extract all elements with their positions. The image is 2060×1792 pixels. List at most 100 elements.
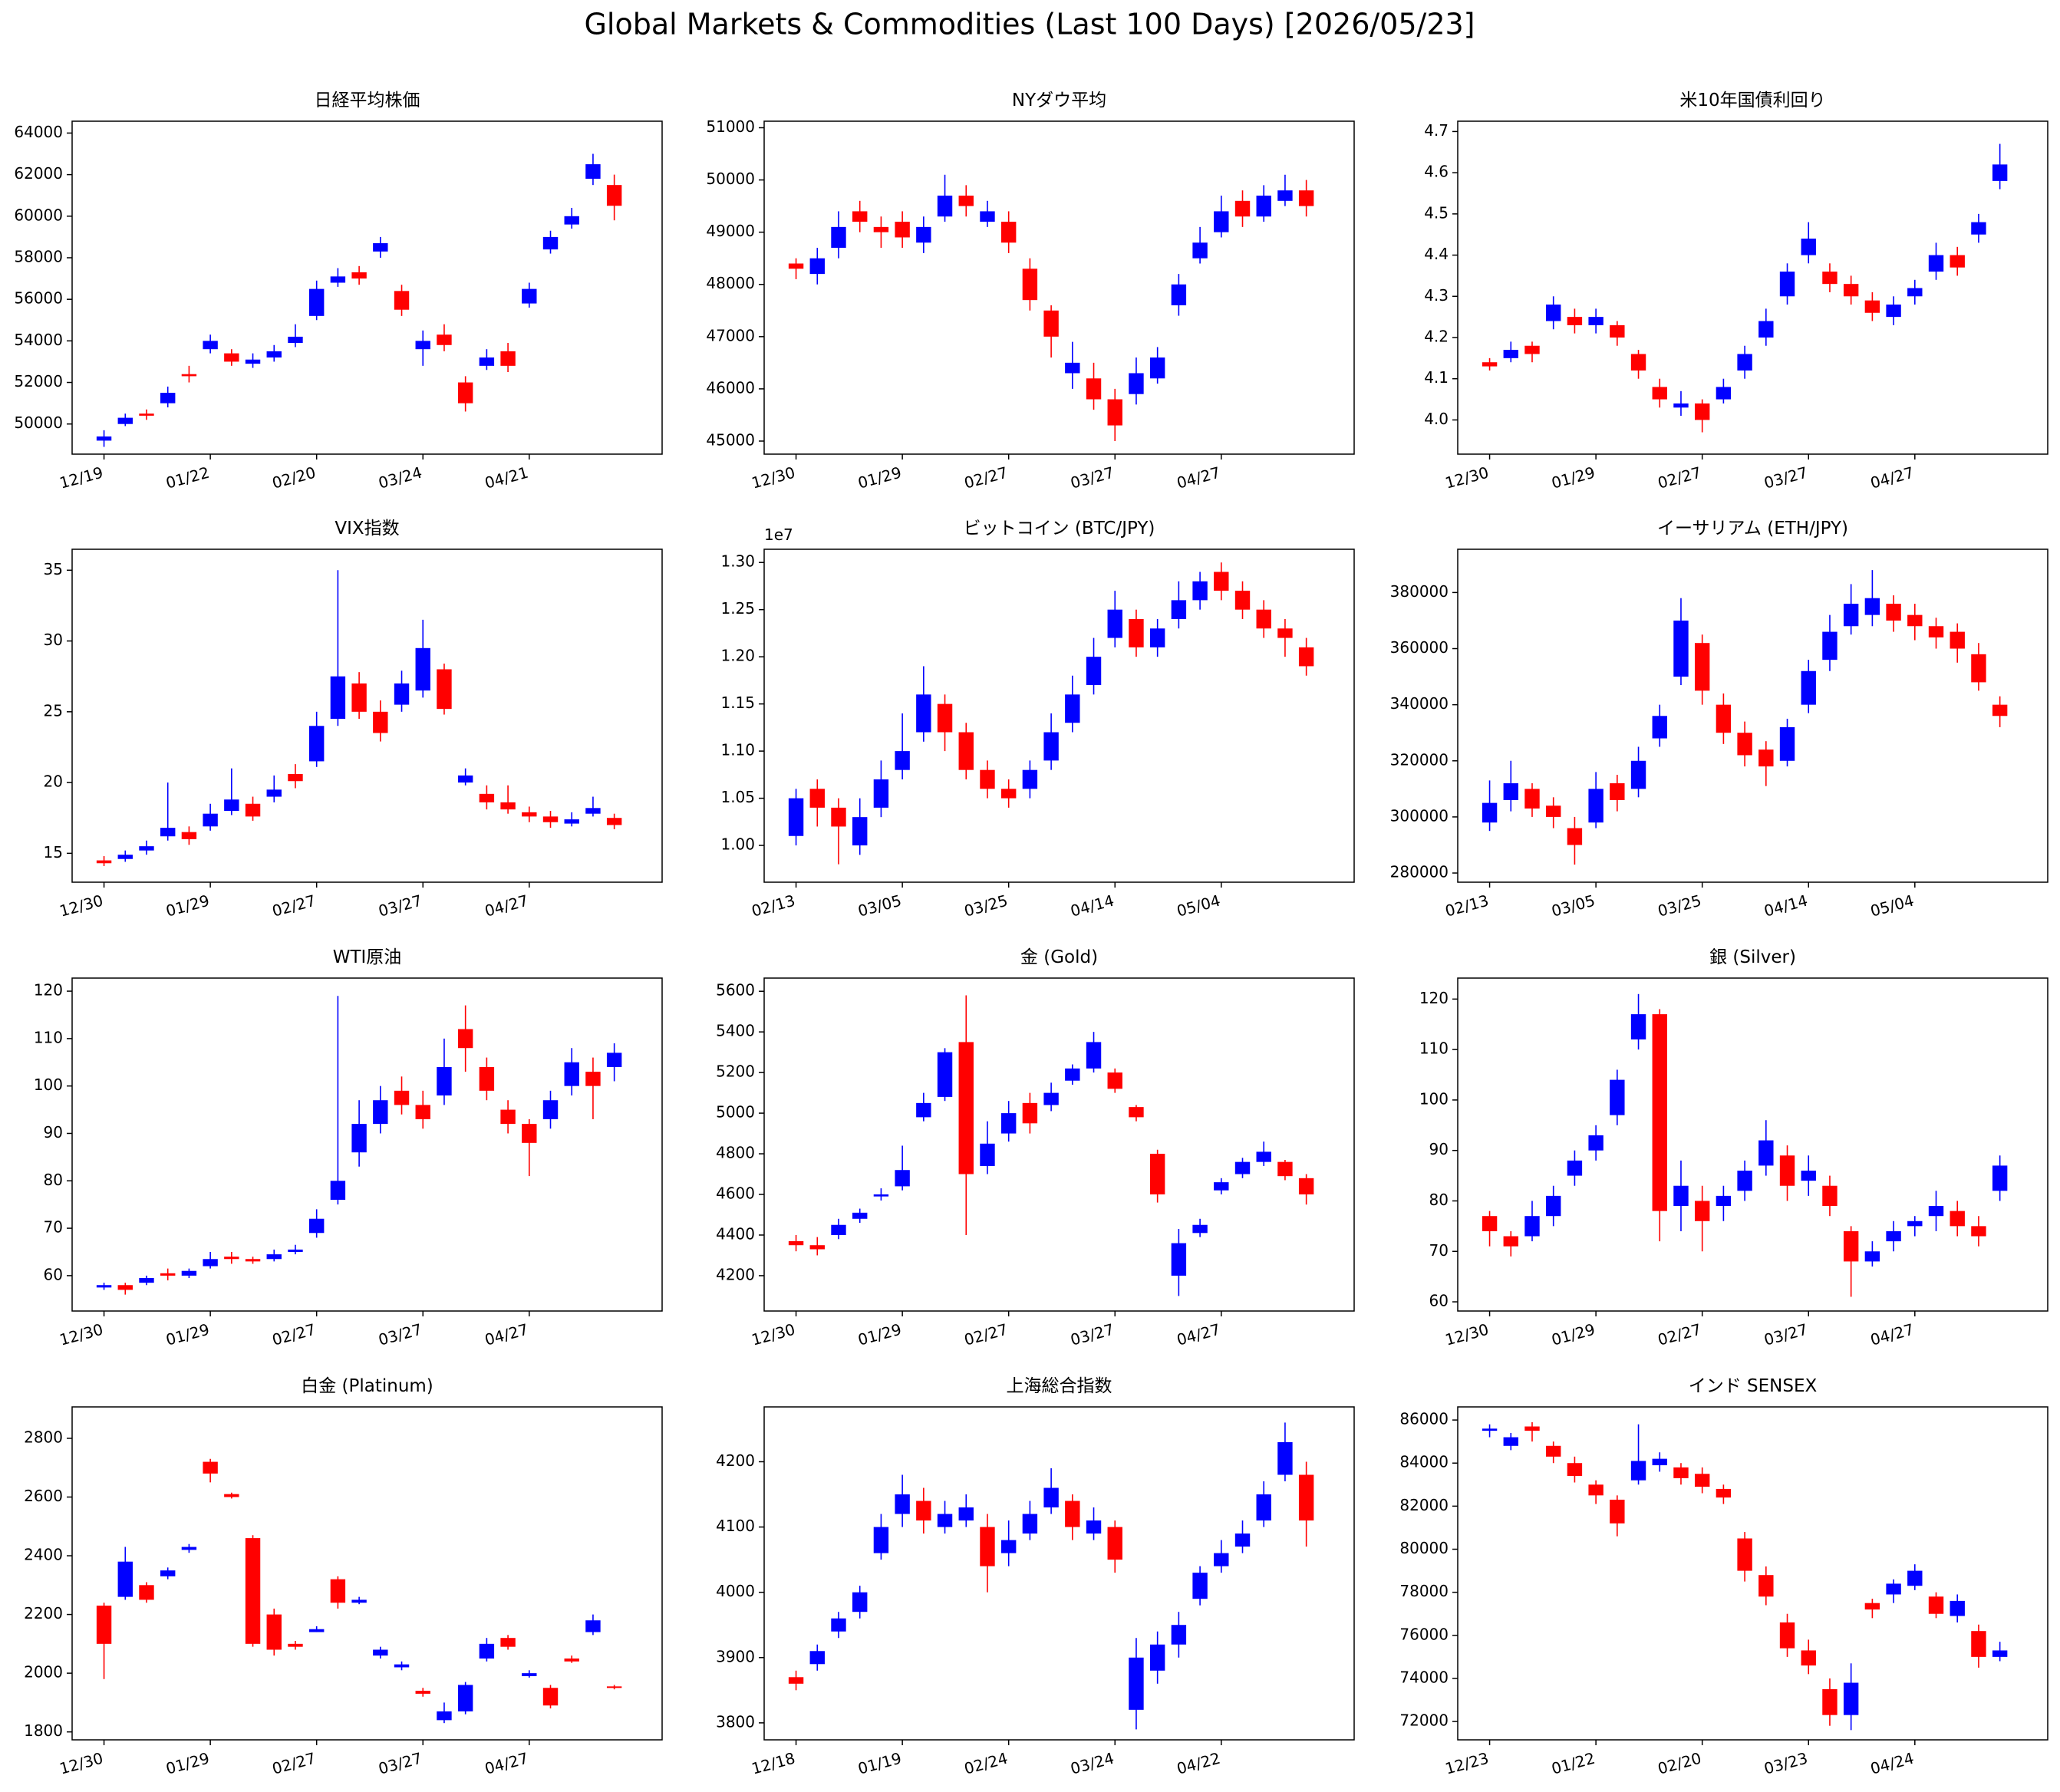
candle-body (1567, 1160, 1583, 1176)
candle-body (1779, 726, 1795, 761)
candle-body (958, 196, 974, 206)
x-tick-label: 01/29 (1550, 463, 1597, 492)
y-tick-label: 49000 (706, 222, 755, 240)
candle-body (1129, 1107, 1144, 1118)
x-tick-label: 03/05 (856, 891, 904, 921)
candle-body (394, 1090, 410, 1105)
x-tick-label: 01/29 (856, 1320, 904, 1349)
candle-body (160, 393, 176, 404)
candle-body (585, 1620, 601, 1632)
y-tick-label: 1.00 (720, 835, 755, 854)
candle-body (1950, 1600, 1965, 1616)
candle-body (958, 732, 974, 770)
y-tick-label: 2800 (24, 1428, 63, 1446)
candle-body (564, 819, 579, 824)
x-tick-label: 12/30 (1443, 463, 1491, 492)
x-tick-label: 03/23 (1762, 1749, 1810, 1778)
x-tick-label: 02/27 (962, 463, 1010, 492)
candle-body (479, 357, 495, 366)
candle-body (852, 1592, 868, 1612)
y-tick-label: 4.5 (1424, 203, 1449, 222)
candle-body (1065, 362, 1080, 374)
candle-body (1822, 1185, 1838, 1207)
y-tick-label: 4.3 (1424, 286, 1449, 305)
y-tick-label: 2200 (24, 1604, 63, 1622)
x-tick-label: 05/04 (1868, 891, 1916, 921)
candle-body (1043, 310, 1059, 337)
candle-body (203, 1259, 218, 1267)
y-tick-label: 320000 (1390, 750, 1449, 769)
axes-frame (763, 120, 1355, 455)
x-tick-label: 01/29 (164, 1320, 212, 1349)
y-tick-label: 70 (1429, 1241, 1449, 1260)
candle-body (1864, 300, 1880, 313)
y-tick-label: 52000 (14, 372, 63, 390)
x-tick-label: 01/22 (1550, 1749, 1597, 1778)
candle-body (1673, 620, 1689, 677)
candle-body (1950, 255, 1965, 268)
y-tick-label: 82000 (1399, 1496, 1449, 1514)
axes-frame (763, 1406, 1355, 1741)
candle-body (1567, 828, 1583, 845)
subplot: 日経平均株価 50000 52000 54000 56000 58000 60000 6200… (14, 91, 663, 492)
x-tick-label: 01/22 (164, 463, 212, 492)
candle-body (1256, 196, 1271, 217)
x-tick-label: 02/27 (1656, 463, 1703, 492)
candle-body (1588, 1484, 1604, 1496)
candle-body (1971, 1226, 1986, 1237)
candle-body (1801, 239, 1816, 255)
candle-body (1482, 1216, 1498, 1231)
subplot-title: イーサリアム (ETH/JPY) (1657, 519, 1848, 539)
axes-frame (763, 548, 1355, 883)
x-tick-label: 12/23 (1443, 1749, 1491, 1778)
candle-body (224, 1494, 239, 1497)
x-tick-label: 12/30 (750, 463, 797, 492)
candle-body (522, 1124, 537, 1143)
x-tick-label: 03/25 (962, 891, 1010, 921)
candle-body (1843, 604, 1859, 627)
candle-body (809, 789, 825, 808)
y-tick-label: 100 (1419, 1089, 1449, 1108)
y-tick-label: 4400 (716, 1224, 755, 1243)
candle-body (1822, 272, 1838, 285)
candle-body (606, 818, 622, 825)
candle-body (117, 855, 133, 859)
candle-body (585, 1072, 601, 1086)
candle-body (1000, 1540, 1017, 1553)
y-tick-label: 48000 (706, 274, 755, 292)
candle-body (852, 1212, 868, 1219)
candle-body (1779, 1622, 1795, 1649)
y-tick-label: 380000 (1390, 582, 1449, 601)
candle-body (415, 1105, 430, 1119)
x-tick-label: 02/27 (270, 1749, 318, 1778)
x-tick-label: 12/30 (58, 891, 105, 921)
candle-body (1652, 1458, 1667, 1466)
candle-body (809, 1651, 825, 1665)
candle-body (1107, 609, 1122, 638)
candle-body (895, 1170, 910, 1187)
candle-body (500, 802, 516, 810)
candle-body (1694, 403, 1710, 420)
candle-body (330, 1181, 346, 1201)
y-tick-label: 51000 (706, 117, 755, 136)
x-tick-label: 01/19 (856, 1749, 904, 1778)
axes-frame (71, 120, 663, 455)
candle-body (1214, 1553, 1229, 1566)
candle-body (1192, 581, 1208, 601)
y-tick-label: 3800 (716, 1712, 755, 1731)
candle-body (1149, 357, 1165, 379)
candle-body (606, 1686, 622, 1688)
candle-body (1886, 1230, 1901, 1242)
candle-body (1482, 802, 1498, 823)
y-tick-label: 4.2 (1424, 327, 1449, 345)
y-tick-label: 20 (44, 772, 63, 791)
y-tick-label: 80 (1429, 1191, 1449, 1209)
candle-body (96, 436, 112, 441)
y-tick-label: 360000 (1390, 638, 1449, 657)
candle-body (1086, 1042, 1102, 1069)
candle-body (1907, 1220, 1923, 1227)
candle-body (1234, 591, 1251, 610)
candle-body (542, 816, 559, 822)
candle-body (1801, 1171, 1816, 1181)
candle-body (96, 1285, 112, 1288)
